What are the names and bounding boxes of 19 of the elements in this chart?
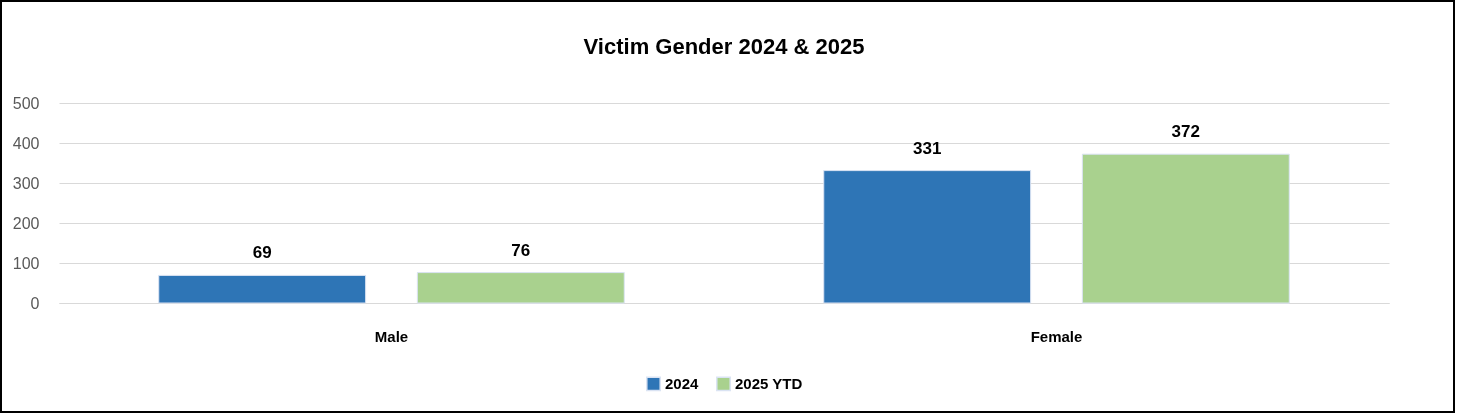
bar [416,272,625,304]
legend-label: 2025 YTD [735,374,803,392]
y-tick-label: 400 [12,134,40,152]
bar [1081,153,1290,304]
chart-title: Victim Gender 2024 & 2025 [583,34,865,59]
y-tick-label: 200 [12,214,40,232]
y-tick-label: 500 [12,94,40,112]
x-tick-label: Male [374,327,409,345]
data-label: 76 [511,240,531,260]
bar [823,170,1032,304]
legend-label: 2024 [665,374,700,392]
data-label: 372 [1171,122,1200,142]
y-tick-label: 100 [12,254,40,272]
y-tick-label: 300 [12,174,40,192]
bar [158,274,367,304]
x-tick-label: Female [1030,327,1083,345]
data-label: 69 [252,243,272,263]
data-label: 331 [913,138,942,158]
y-tick-label: 0 [30,294,40,312]
